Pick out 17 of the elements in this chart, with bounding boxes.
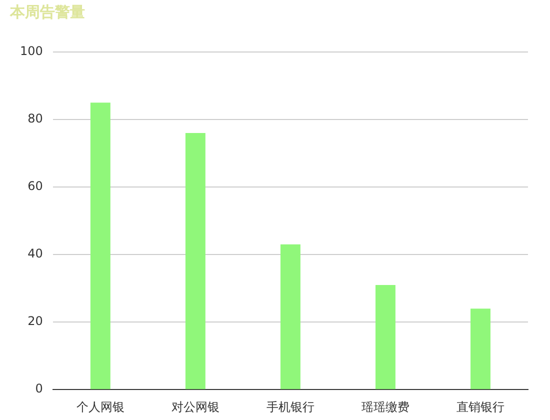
x-tick-label: 手机银行 — [266, 400, 314, 414]
y-tick-label: 60 — [28, 179, 43, 194]
y-tick-label: 100 — [20, 44, 43, 58]
y-tick-label: 0 — [35, 382, 43, 396]
bar — [470, 308, 490, 390]
x-tick-label: 对公网银 — [171, 400, 220, 414]
bar — [375, 284, 396, 390]
x-tick-label: 直销银行 — [456, 400, 504, 414]
y-tick-label: 80 — [28, 112, 43, 126]
y-tick-label: 40 — [28, 246, 43, 261]
bar — [185, 133, 206, 390]
y-tick-label: 20 — [28, 314, 43, 328]
bar — [280, 244, 300, 390]
bar — [90, 102, 110, 390]
chart-title: 本周告警量 — [9, 2, 85, 21]
x-tick-label: 瑶瑶缴费 — [361, 400, 410, 414]
x-tick-label: 个人网银 — [76, 400, 124, 414]
